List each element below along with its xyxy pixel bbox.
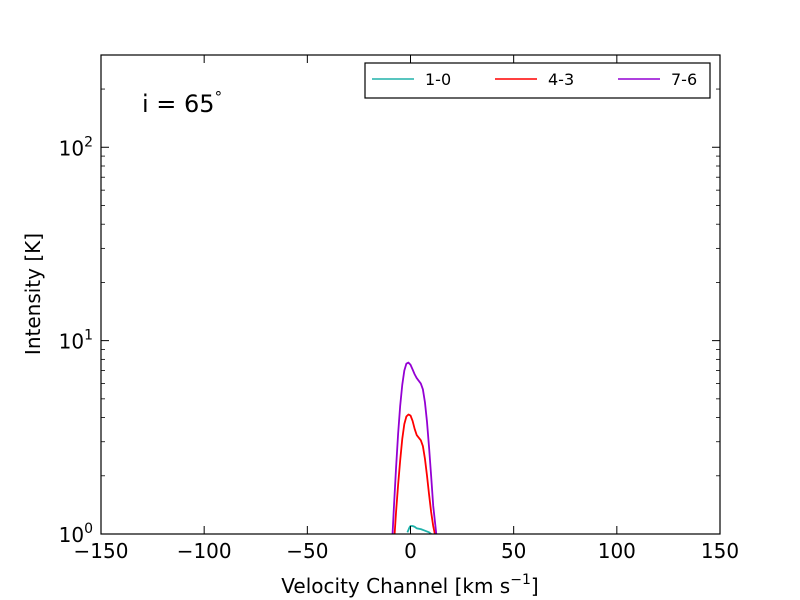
y-tick-label: 102 xyxy=(59,134,93,160)
legend-box xyxy=(364,62,711,99)
x-tick-label: −100 xyxy=(177,539,232,563)
x-tick-label: 150 xyxy=(701,539,739,563)
legend-label-7-6: 7-6 xyxy=(671,70,697,89)
x-tick-label: 50 xyxy=(501,539,526,563)
y-tick-label: 100 xyxy=(59,521,93,547)
legend-label-1-0: 1-0 xyxy=(425,70,451,89)
plot-frame xyxy=(100,54,721,535)
y-tick-label: 101 xyxy=(59,328,93,354)
legend: 1-0 4-3 7-6 xyxy=(364,62,711,99)
series-layer xyxy=(391,361,438,534)
series-line-4-3 xyxy=(393,413,436,534)
x-tick-label: 100 xyxy=(598,539,636,563)
x-tick-label: 0 xyxy=(404,539,417,563)
y-axis-label: Intensity [K] xyxy=(21,233,45,355)
x-tick-label: −50 xyxy=(286,539,328,563)
legend-label-4-3: 4-3 xyxy=(548,70,574,89)
series-line-1-0 xyxy=(406,525,432,534)
annotation-inclination: i = 65° xyxy=(142,88,222,118)
x-axis-label: Velocity Channel [km s−1] xyxy=(281,572,538,598)
series-line-7-6 xyxy=(391,361,438,534)
x-tick-label: −150 xyxy=(74,539,129,563)
ticks-layer: −150 −100 −50 0 50 100 150 100 101 102 xyxy=(59,55,739,563)
